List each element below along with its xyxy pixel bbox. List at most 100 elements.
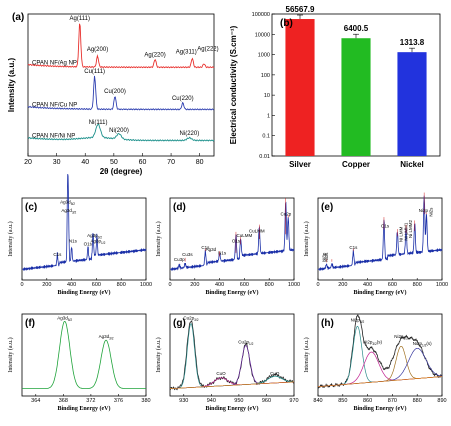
x-tick-label: 840 [313, 398, 322, 404]
peak-label: Ni(200) [109, 128, 129, 134]
peak-label: N1s [218, 250, 227, 255]
panel-c: 0 200 400 600 800 1000 Binding Energy (eV) Inte… [4, 174, 152, 306]
y-axis-label: Intensity (a.u.) [155, 337, 162, 372]
y-tick-label: 10 [264, 93, 270, 99]
series-label: CPAN NF/Cu NP [32, 102, 77, 108]
x-tick-label: 950 [234, 398, 243, 404]
peak-label: Ni(111) [89, 120, 108, 126]
y-axis-label: Intensity (a.u.) [303, 221, 310, 256]
bar-silver [285, 19, 315, 157]
spectrum-line [21, 174, 147, 272]
peak-label: Ni2p1/2 [394, 334, 408, 341]
xrd-line-1 [27, 75, 215, 111]
x-tick-label: 600 [388, 282, 397, 288]
x-tick-label: 40 [81, 159, 89, 166]
conductivity-chart: 0.01 0.1 1 10 100 1000 10000 100000 Electrical c… [229, 5, 441, 169]
x-tick-label: 50 [110, 159, 118, 166]
spectrum-line [317, 313, 443, 389]
panel-d: 0 200 400 600 800 1000 Binding Energy (eV) Inte… [152, 192, 300, 306]
x-tick-label: 60 [139, 159, 147, 166]
spectrum-line [169, 320, 295, 391]
xps-survey-ag-chart: 0 200 400 600 800 1000 Binding Energy (eV) Inte… [7, 174, 152, 296]
spectrum-line [22, 320, 146, 389]
peak-label: Ag3p1/2 [90, 238, 105, 245]
series-label: CPAN NF/Ni NP [32, 133, 75, 139]
y-tick-label: 0.01 [259, 154, 270, 160]
x-category-label: Silver [289, 160, 311, 169]
x-tick-label: 970 [289, 398, 298, 404]
y-axis-label: Intensity (a.u.) [7, 221, 14, 256]
bar-value-label: 1313.8 [400, 38, 425, 47]
x-tick-label: 400 [363, 282, 372, 288]
peak-label: Ag3d5/2 [60, 199, 75, 206]
peak-label: Ni2p3/2 [351, 317, 365, 324]
baseline [170, 381, 294, 389]
peak-label: O1s [232, 238, 241, 243]
peak-label: C1s [201, 245, 210, 250]
plot-frame [317, 197, 443, 281]
x-axis-label: Binding Energy (eV) [353, 405, 406, 412]
panel-g: 930 940 950 960 970 Binding Energy (eV) Intens… [152, 308, 300, 424]
plot-frame [317, 313, 443, 397]
x-tick-label: 364 [31, 398, 40, 404]
peak-label: Ni3p [321, 252, 326, 262]
xps-survey-ni-chart: 0 200 400 600 800 1000 Binding Energy (eV) Inte… [303, 192, 448, 296]
x-tick-label: 80 [196, 159, 204, 166]
x-tick-label: 860 [363, 398, 372, 404]
peak-label: Ag3d3/2 [99, 334, 114, 341]
y-axis-label: Intensity (a.u.) [7, 58, 16, 113]
peak-label: Ag3d5/2 [57, 315, 72, 322]
baseline [318, 376, 443, 387]
x-tick-label: 1000 [140, 282, 152, 288]
peak-label: Ni2p [419, 208, 429, 213]
bar-value-label: 6400.5 [344, 24, 369, 33]
peak-label: Cu2p1/2 [238, 340, 253, 347]
peak-label: Ag(311) [176, 49, 197, 55]
x-tick-label: 20 [24, 159, 32, 166]
xps-cu2p-chart: 930 940 950 960 970 Binding Energy (eV) Intens… [155, 313, 299, 412]
x-tick-label: 200 [338, 282, 347, 288]
peak-label: Ni2s [429, 207, 434, 217]
x-tick-label: 372 [86, 398, 95, 404]
spectrum-line [317, 195, 443, 272]
y-tick-label: 10000 [255, 32, 270, 38]
x-tick-label: 0 [20, 282, 23, 288]
x-tick-label: 400 [215, 282, 224, 288]
panel-label: (g) [173, 318, 186, 329]
series-label: CPAN NF/Ag NP [32, 60, 77, 66]
peak-label: Ag3p3/2 [87, 233, 102, 240]
peak-label: Ag3d [206, 247, 217, 252]
peak-label: O1s [381, 224, 390, 229]
x-axis-label: Binding Energy (eV) [57, 405, 110, 412]
peak-label: Ag3d3/2 [61, 208, 76, 215]
x-tick-label: 940 [207, 398, 216, 404]
x-tick-label: 200 [42, 282, 51, 288]
spectrum-line [169, 201, 295, 272]
peak-label: Ni LMM [398, 226, 403, 242]
peak-label: Ni3s [324, 252, 329, 262]
panel-label: (a) [12, 12, 24, 23]
panel-label: (d) [173, 202, 186, 213]
x-tick-label: 70 [167, 159, 175, 166]
peak-label: Cu3p [174, 257, 185, 262]
plot-frame [27, 13, 215, 157]
fit-peak-0 [318, 325, 443, 387]
x-tick-label: 880 [413, 398, 422, 404]
panel-label: (f) [25, 318, 35, 329]
panel-label: (c) [25, 202, 37, 213]
peak-label: CuLMM [249, 228, 265, 233]
panel-b: 0.01 0.1 1 10 100 1000 10000 100000 Electrical c… [224, 4, 448, 190]
x-tick-label: 960 [262, 398, 271, 404]
xrd-line-2 [27, 123, 215, 142]
peak-label: Cu2p [281, 211, 292, 216]
peak-label: CuO [270, 371, 280, 376]
peak-label: Ni(220) [180, 131, 200, 137]
peak-label: Ni LMM2 [408, 219, 413, 237]
x-axis-label: Binding Energy (eV) [353, 289, 406, 296]
y-tick-label: 1000 [258, 53, 270, 59]
panel-a: (a) 20 30 40 50 60 70 80 2θ (degree) Intensity (a… [4, 4, 222, 190]
peak-label: Cu2p3/2 [183, 315, 198, 322]
bar-nickel [397, 52, 427, 156]
x-tick-label: 400 [67, 282, 76, 288]
x-tick-label: 0 [316, 282, 319, 288]
